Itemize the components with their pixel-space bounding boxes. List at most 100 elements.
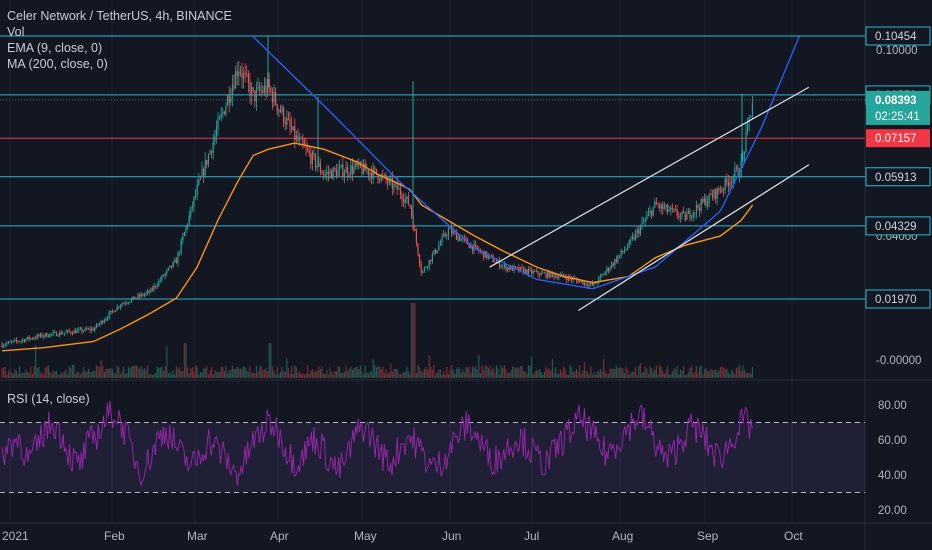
indicator-vol[interactable]: Vol — [7, 25, 25, 39]
candle-body — [284, 122, 286, 125]
volume-bar — [94, 371, 96, 378]
volume-bar — [212, 374, 214, 378]
candle-body — [75, 330, 77, 334]
candle-body — [33, 338, 35, 339]
symbol-title[interactable]: Celer Network / TetherUS, 4h, BINANCE — [7, 9, 232, 23]
volume-bar — [3, 367, 5, 378]
volume-bar — [484, 365, 486, 378]
candle-body — [28, 336, 30, 340]
candle-body — [295, 135, 297, 141]
volume-bar — [748, 373, 750, 378]
candle-body — [606, 268, 608, 272]
time-tick-label: Apr — [270, 529, 289, 543]
volume-bar — [508, 372, 510, 378]
volume-bar — [161, 366, 163, 378]
candle-body — [38, 334, 40, 337]
candle-body — [6, 343, 8, 345]
volume-bar — [641, 372, 643, 378]
candle-body — [383, 174, 385, 176]
level-tag-box — [866, 129, 930, 148]
candle-body — [524, 269, 526, 274]
volume-bar — [148, 374, 150, 378]
price-axis[interactable]: 0.100000.04000-0.000000.104540.085530.07… — [865, 26, 931, 517]
candle-body — [676, 209, 678, 216]
candle-body — [39, 333, 41, 337]
volume-bar — [574, 371, 576, 378]
candle-body — [398, 188, 400, 190]
time-axis[interactable]: 2021 Feb Mar Apr May Jun Jul Aug Sep Oct — [2, 529, 803, 543]
candle-body — [567, 276, 569, 281]
rsi-path — [1, 400, 753, 488]
candle-body — [550, 272, 552, 278]
rsi-tick-label: 80.00 — [878, 400, 907, 412]
candle-body — [67, 330, 69, 332]
candle-body — [396, 182, 398, 190]
candle-body — [327, 171, 329, 174]
candle-body — [553, 274, 555, 278]
volume-bar — [745, 372, 747, 378]
candle-body — [476, 245, 478, 250]
candle-body — [438, 245, 440, 251]
horizontal-levels[interactable] — [0, 35, 865, 300]
volume-bar — [121, 370, 123, 378]
candle-body — [118, 306, 120, 308]
candle-body — [593, 282, 595, 286]
candle-body — [183, 232, 185, 237]
candle-body — [300, 138, 302, 140]
volume-bar — [679, 369, 681, 378]
candle-body — [4, 344, 6, 346]
volume-bar — [649, 366, 651, 378]
candle-body — [147, 290, 149, 293]
volume-bar — [705, 368, 707, 378]
candle-body — [17, 340, 19, 342]
indicator-ema[interactable]: EMA (9, close, 0) — [7, 41, 103, 55]
volume-bar — [516, 367, 518, 378]
candle-body — [11, 341, 13, 343]
volume-bar — [631, 371, 633, 378]
candle-body — [263, 85, 265, 93]
volume-bar — [500, 365, 502, 378]
volume-bar — [401, 373, 403, 378]
volume-bar — [95, 365, 97, 378]
candle-body — [623, 250, 625, 252]
candle-body — [692, 212, 694, 218]
candle-body — [108, 312, 110, 319]
rsi-title[interactable]: RSI (14, close) — [7, 392, 90, 406]
candle-body — [451, 227, 453, 234]
indicator-ma[interactable]: MA (200, close, 0) — [7, 57, 108, 71]
candle-body — [430, 259, 432, 262]
parabola-curve[interactable] — [252, 36, 800, 290]
candle-body — [735, 167, 737, 169]
candle-body — [201, 168, 203, 177]
candle-body — [92, 328, 94, 331]
candle-body — [198, 179, 200, 185]
volume-bar — [659, 365, 661, 378]
candle-body — [387, 179, 389, 183]
volume-bar — [747, 372, 749, 378]
candle-body — [595, 282, 597, 284]
ema-path — [1, 142, 754, 352]
candle-body — [212, 141, 214, 153]
level-tag-label: 0.10454 — [875, 31, 917, 43]
candle-body — [79, 328, 81, 330]
volume-bar — [609, 368, 611, 378]
volume-bar — [289, 374, 291, 378]
volume-bar — [255, 365, 257, 378]
volume-bar — [22, 372, 24, 378]
candle-body — [19, 341, 21, 343]
candle-body — [393, 183, 395, 189]
volume-bar — [491, 370, 493, 378]
volume-bar — [366, 372, 368, 378]
volume-bar — [137, 366, 139, 378]
volume-bar — [607, 373, 609, 378]
volume-bar — [591, 374, 593, 378]
volume-bar — [262, 369, 264, 378]
last-price-label: 0.08393 — [875, 95, 917, 107]
volume-bar — [310, 370, 312, 378]
candle-body — [225, 105, 227, 115]
candle-body — [73, 330, 75, 334]
channel-lines[interactable] — [489, 86, 810, 311]
volume-bar — [735, 368, 737, 378]
candle-body — [316, 166, 318, 168]
